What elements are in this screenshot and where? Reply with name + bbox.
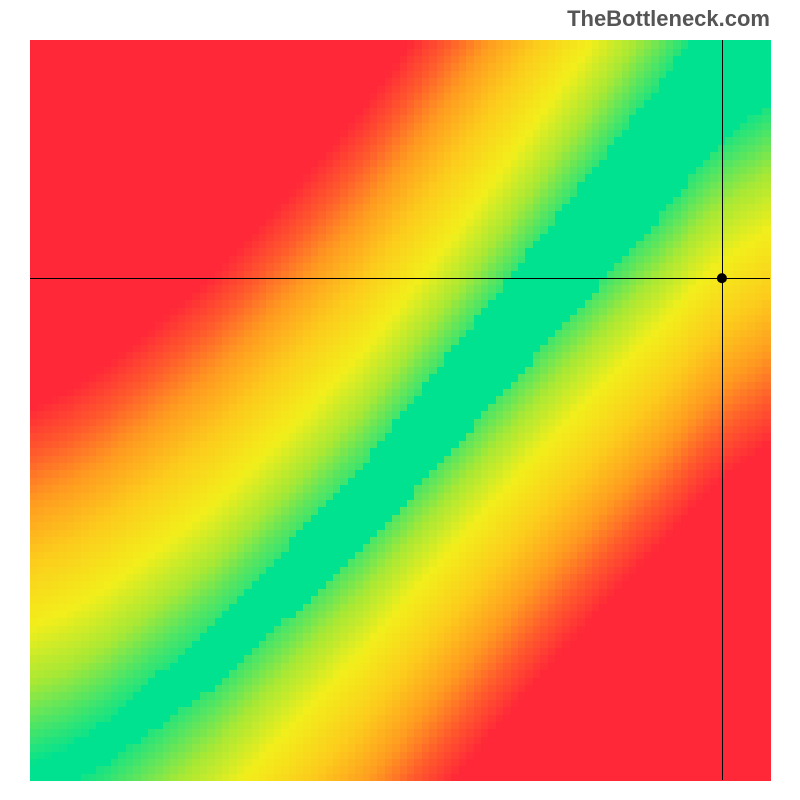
watermark-text: TheBottleneck.com — [567, 6, 770, 32]
bottleneck-heatmap — [0, 0, 800, 800]
